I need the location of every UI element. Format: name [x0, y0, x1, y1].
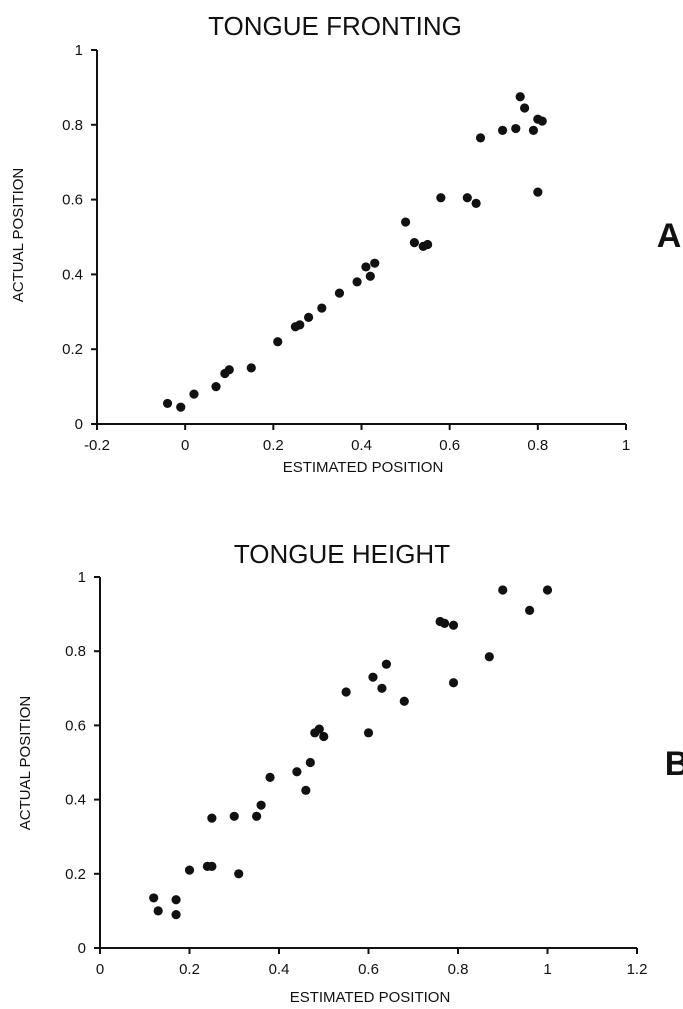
- data-point: [352, 277, 362, 287]
- chart-title: TONGUE FRONTING: [208, 11, 462, 41]
- data-point: [368, 672, 378, 682]
- x-tick-label: 0: [181, 437, 189, 454]
- data-point: [533, 187, 543, 197]
- panel-label: A: [657, 217, 682, 255]
- data-point: [475, 133, 486, 143]
- y-tick-label: 0.6: [65, 717, 86, 734]
- y-tick-label: 0.2: [62, 341, 83, 358]
- y-tick-label: 0.4: [65, 792, 86, 809]
- data-point: [537, 116, 547, 126]
- data-point: [273, 337, 283, 347]
- x-tick-label: 0.8: [527, 437, 548, 454]
- data-point: [171, 895, 181, 905]
- x-tick-label: -0.2: [84, 437, 110, 454]
- x-tick-label: 0.4: [351, 437, 372, 454]
- data-point: [171, 910, 181, 920]
- chart-tongue-fronting: TONGUE FRONTING ACTUAL POSITION ESTIMATE…: [10, 11, 681, 476]
- data-point: [471, 198, 481, 208]
- y-tick-label: 0: [75, 416, 83, 433]
- data-point: [381, 659, 391, 669]
- chart-tongue-height: TONGUE HEIGHT ACTUAL POSITION ESTIMATED …: [17, 539, 683, 1006]
- data-point: [439, 618, 450, 628]
- data-point: [301, 785, 311, 795]
- x-tick-label: 0.8: [448, 961, 469, 978]
- y-axis-label: ACTUAL POSITION: [10, 168, 27, 302]
- x-tick-label: 0: [96, 961, 104, 978]
- data-point: [448, 620, 459, 630]
- data-point: [224, 365, 234, 375]
- x-tick-label: 1: [543, 961, 551, 978]
- data-point: [207, 813, 217, 823]
- x-axis-label: ESTIMATED POSITION: [290, 989, 451, 1006]
- data-point: [246, 363, 256, 373]
- data-point: [542, 585, 553, 595]
- data-point: [363, 728, 374, 738]
- y-tick-label: 1: [75, 42, 83, 59]
- data-point: [317, 303, 327, 313]
- y-tick-label: 0.8: [65, 643, 86, 660]
- data-point: [189, 389, 199, 399]
- data-point: [334, 288, 345, 298]
- data-point: [184, 865, 195, 875]
- data-point: [400, 217, 411, 227]
- data-point: [361, 262, 371, 272]
- data-point: [207, 861, 217, 871]
- data-point: [256, 800, 266, 810]
- x-tick-label: 0.2: [263, 437, 284, 454]
- y-tick-label: 0.6: [62, 192, 83, 209]
- x-axis-label: ESTIMATED POSITION: [283, 459, 444, 476]
- data-point: [497, 125, 508, 136]
- data-point: [304, 312, 314, 323]
- y-tick-label: 0.8: [62, 117, 83, 134]
- x-tick-label: 1: [622, 437, 630, 454]
- data-point: [252, 811, 262, 821]
- data-point: [448, 678, 459, 688]
- data-point: [234, 869, 244, 879]
- panel-label: B: [665, 745, 683, 783]
- data-point: [484, 652, 494, 662]
- x-tick-label: 1.2: [627, 961, 648, 978]
- x-tick-label: 0.6: [358, 961, 379, 978]
- data-point: [528, 125, 539, 136]
- data-point: [292, 767, 302, 777]
- data-point: [436, 193, 446, 203]
- data-point: [498, 585, 508, 595]
- data-point: [377, 683, 387, 693]
- y-tick-label: 0.2: [65, 866, 86, 883]
- data-point: [229, 811, 239, 821]
- data-point: [305, 757, 315, 768]
- data-point: [149, 893, 159, 903]
- x-tick-label: 0.4: [269, 961, 290, 978]
- data-point: [525, 605, 535, 615]
- x-tick-label: 0.6: [439, 437, 460, 454]
- data-point: [409, 238, 419, 248]
- data-point: [520, 103, 530, 113]
- data-point: [462, 193, 472, 203]
- data-point: [365, 271, 375, 281]
- data-point: [162, 398, 173, 409]
- data-point: [370, 258, 380, 268]
- data-point: [314, 724, 324, 734]
- y-tick-label: 1: [78, 569, 86, 586]
- data-point: [176, 402, 186, 412]
- y-tick-label: 0: [78, 940, 86, 957]
- x-tick-label: 0.2: [179, 961, 200, 978]
- data-point: [211, 382, 221, 392]
- data-point: [341, 687, 351, 697]
- data-point: [295, 320, 305, 330]
- data-point: [423, 239, 433, 250]
- data-point: [511, 123, 521, 134]
- chart-title: TONGUE HEIGHT: [234, 539, 450, 569]
- y-axis-label: ACTUAL POSITION: [17, 696, 34, 830]
- data-point: [265, 772, 275, 782]
- data-point: [319, 731, 329, 742]
- data-point: [399, 696, 409, 706]
- data-point: [515, 92, 525, 102]
- y-tick-label: 0.4: [62, 266, 83, 283]
- data-point: [153, 906, 163, 916]
